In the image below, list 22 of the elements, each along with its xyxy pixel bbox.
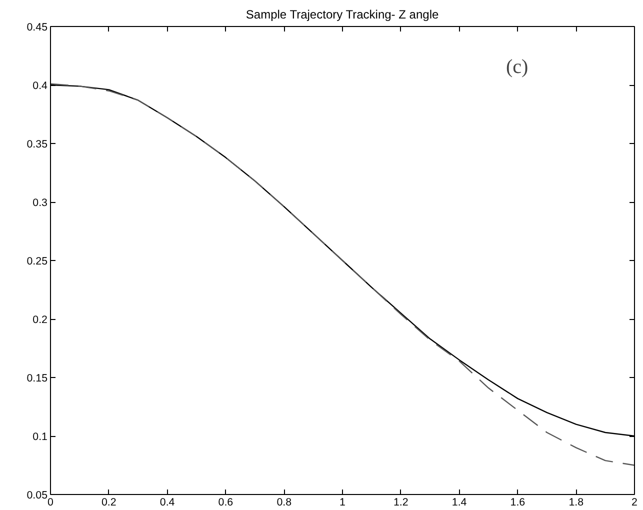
x-tick-label: 2 [632, 496, 638, 508]
y-tick-label: 0.35 [26, 138, 48, 150]
x-tick-label: 0 [48, 496, 54, 508]
y-tick-label: 0.1 [32, 431, 48, 443]
x-tick-label: 0.4 [160, 496, 175, 508]
chart-title: Sample Trajectory Tracking- Z angle [246, 8, 439, 22]
x-tick-label: 1.6 [510, 496, 526, 508]
x-tick-label: 1.2 [393, 496, 408, 508]
y-tick-label: 0.3 [32, 197, 48, 209]
x-tick-label: 0.2 [101, 496, 116, 508]
x-tick-label: 1 [340, 496, 346, 508]
x-tick-label: 1.4 [452, 496, 467, 508]
y-tick-label: 0.2 [32, 314, 48, 326]
x-tick-label: 1.8 [568, 496, 584, 508]
x-tick-label: 0.8 [276, 496, 292, 508]
y-tick-label: 0.05 [26, 490, 48, 502]
y-tick-label: 0.25 [26, 256, 48, 268]
y-tick-label: 0.15 [26, 372, 48, 384]
x-tick-label: 0.6 [218, 496, 234, 508]
y-tick-label: 0.45 [26, 22, 48, 34]
y-tick-label: 0.4 [32, 80, 48, 92]
annotation: (c) [506, 56, 528, 78]
